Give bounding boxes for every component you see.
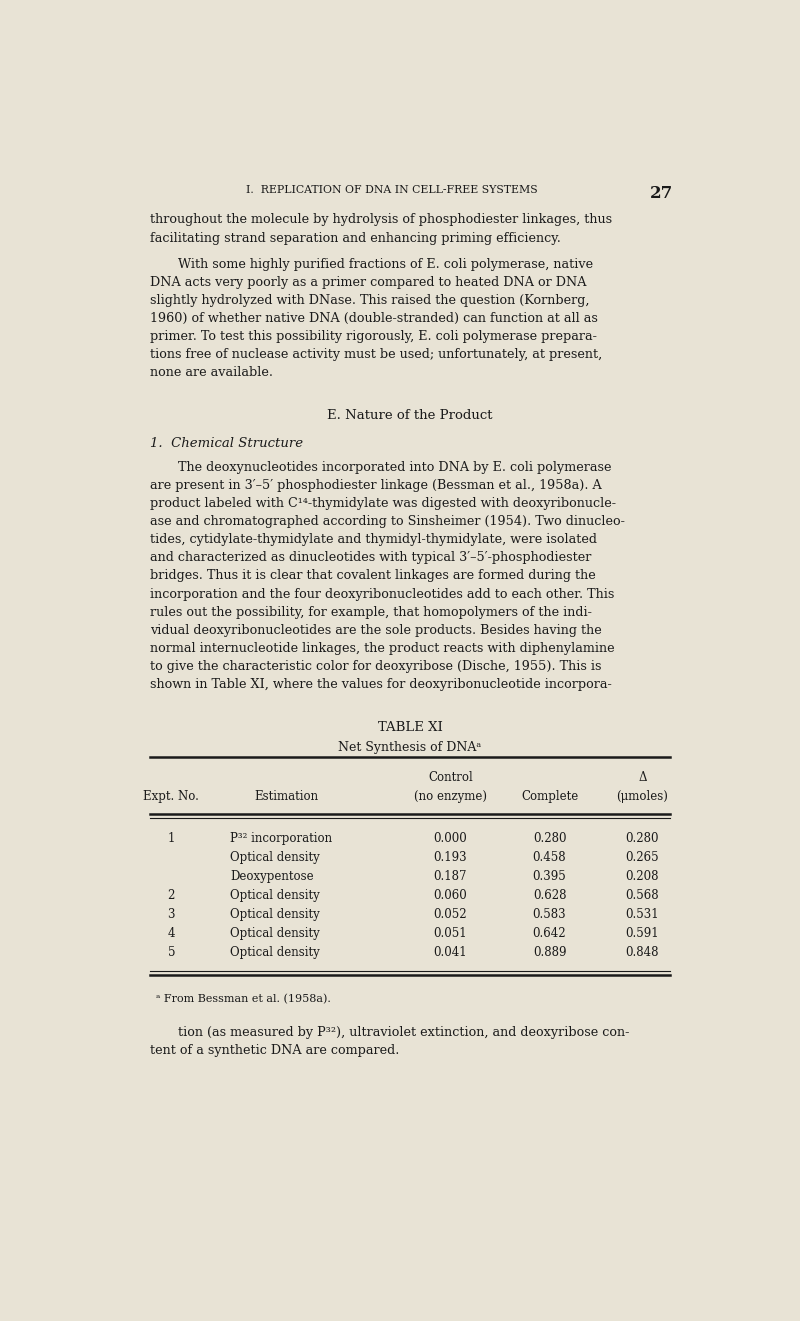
Text: Optical density: Optical density: [230, 946, 320, 959]
Text: Δ: Δ: [638, 771, 646, 785]
Text: 0.531: 0.531: [626, 908, 659, 921]
Text: incorporation and the four deoxyribonucleotides add to each other. This: incorporation and the four deoxyribonucl…: [150, 588, 614, 601]
Text: product labeled with C¹⁴-thymidylate was digested with deoxyribonucle-: product labeled with C¹⁴-thymidylate was…: [150, 497, 616, 510]
Text: Optical density: Optical density: [230, 889, 320, 902]
Text: bridges. Thus it is clear that covalent linkages are formed during the: bridges. Thus it is clear that covalent …: [150, 569, 595, 583]
Text: 0.280: 0.280: [626, 832, 659, 845]
Text: Complete: Complete: [521, 790, 578, 803]
Text: 0.628: 0.628: [533, 889, 566, 902]
Text: 2: 2: [168, 889, 175, 902]
Text: Control: Control: [428, 771, 473, 785]
Text: 1960) of whether native DNA (double-stranded) can function at all as: 1960) of whether native DNA (double-stra…: [150, 312, 598, 325]
Text: 0.280: 0.280: [533, 832, 566, 845]
Text: ase and chromatographed according to Sinsheimer (1954). Two dinucleo-: ase and chromatographed according to Sin…: [150, 515, 625, 528]
Text: Net Synthesis of DNAᵃ: Net Synthesis of DNAᵃ: [338, 741, 482, 754]
Text: 0.051: 0.051: [434, 927, 467, 941]
Text: 0.848: 0.848: [626, 946, 659, 959]
Text: P³² incorporation: P³² incorporation: [230, 832, 332, 845]
Text: With some highly purified fractions of E. coli polymerase, native: With some highly purified fractions of E…: [178, 258, 593, 271]
Text: 0.060: 0.060: [434, 889, 467, 902]
Text: and characterized as dinucleotides with typical 3′–5′-phosphodiester: and characterized as dinucleotides with …: [150, 551, 591, 564]
Text: 1: 1: [168, 832, 175, 845]
Text: 4: 4: [167, 927, 175, 941]
Text: 0.208: 0.208: [626, 871, 659, 884]
Text: Optical density: Optical density: [230, 851, 320, 864]
Text: 0.458: 0.458: [533, 851, 566, 864]
Text: to give the characteristic color for deoxyribose (Dische, 1955). This is: to give the characteristic color for deo…: [150, 660, 601, 672]
Text: 0.187: 0.187: [434, 871, 467, 884]
Text: shown in Table XI, where the values for deoxyribonucleotide incorpora-: shown in Table XI, where the values for …: [150, 678, 611, 691]
Text: normal internucleotide linkages, the product reacts with diphenylamine: normal internucleotide linkages, the pro…: [150, 642, 614, 655]
Text: 0.000: 0.000: [434, 832, 467, 845]
Text: TABLE XI: TABLE XI: [378, 721, 442, 733]
Text: 0.568: 0.568: [626, 889, 659, 902]
Text: 0.041: 0.041: [434, 946, 467, 959]
Text: tion (as measured by P³²), ultraviolet extinction, and deoxyribose con-: tion (as measured by P³²), ultraviolet e…: [178, 1026, 629, 1040]
Text: tent of a synthetic DNA are compared.: tent of a synthetic DNA are compared.: [150, 1045, 399, 1057]
Text: E. Nature of the Product: E. Nature of the Product: [327, 410, 493, 421]
Text: 5: 5: [167, 946, 175, 959]
Text: Expt. No.: Expt. No.: [143, 790, 199, 803]
Text: Optical density: Optical density: [230, 908, 320, 921]
Text: 27: 27: [650, 185, 674, 202]
Text: rules out the possibility, for example, that homopolymers of the indi-: rules out the possibility, for example, …: [150, 605, 591, 618]
Text: tions free of nuclease activity must be used; unfortunately, at present,: tions free of nuclease activity must be …: [150, 349, 602, 362]
Text: slightly hydrolyzed with DNase. This raised the question (Kornberg,: slightly hydrolyzed with DNase. This rai…: [150, 295, 589, 306]
Text: 0.395: 0.395: [533, 871, 566, 884]
Text: DNA acts very poorly as a primer compared to heated DNA or DNA: DNA acts very poorly as a primer compare…: [150, 276, 586, 289]
Text: ᵃ From Bessman et al. (1958a).: ᵃ From Bessman et al. (1958a).: [156, 993, 330, 1004]
Text: 0.265: 0.265: [626, 851, 659, 864]
Text: 0.642: 0.642: [533, 927, 566, 941]
Text: are present in 3′–5′ phosphodiester linkage (Bessman et al., 1958a). A: are present in 3′–5′ phosphodiester link…: [150, 480, 602, 491]
Text: none are available.: none are available.: [150, 366, 273, 379]
Text: 0.193: 0.193: [434, 851, 467, 864]
Text: facilitating strand separation and enhancing priming efficiency.: facilitating strand separation and enhan…: [150, 231, 561, 244]
Text: primer. To test this possibility rigorously, E. coli polymerase prepara-: primer. To test this possibility rigorou…: [150, 330, 597, 343]
Text: 3: 3: [167, 908, 175, 921]
Text: tides, cytidylate-thymidylate and thymidyl-thymidylate, were isolated: tides, cytidylate-thymidylate and thymid…: [150, 534, 597, 547]
Text: Estimation: Estimation: [254, 790, 318, 803]
Text: vidual deoxyribonucleotides are the sole products. Besides having the: vidual deoxyribonucleotides are the sole…: [150, 624, 602, 637]
Text: (no enzyme): (no enzyme): [414, 790, 486, 803]
Text: The deoxynucleotides incorporated into DNA by E. coli polymerase: The deoxynucleotides incorporated into D…: [178, 461, 611, 474]
Text: (μmoles): (μmoles): [617, 790, 669, 803]
Text: Deoxypentose: Deoxypentose: [230, 871, 314, 884]
Text: Optical density: Optical density: [230, 927, 320, 941]
Text: 0.052: 0.052: [434, 908, 467, 921]
Text: throughout the molecule by hydrolysis of phosphodiester linkages, thus: throughout the molecule by hydrolysis of…: [150, 214, 612, 226]
Text: 0.583: 0.583: [533, 908, 566, 921]
Text: I.  REPLICATION OF DNA IN CELL-FREE SYSTEMS: I. REPLICATION OF DNA IN CELL-FREE SYSTE…: [246, 185, 538, 196]
Text: 1.  Chemical Structure: 1. Chemical Structure: [150, 437, 302, 450]
Text: 0.591: 0.591: [626, 927, 659, 941]
Text: 0.889: 0.889: [533, 946, 566, 959]
